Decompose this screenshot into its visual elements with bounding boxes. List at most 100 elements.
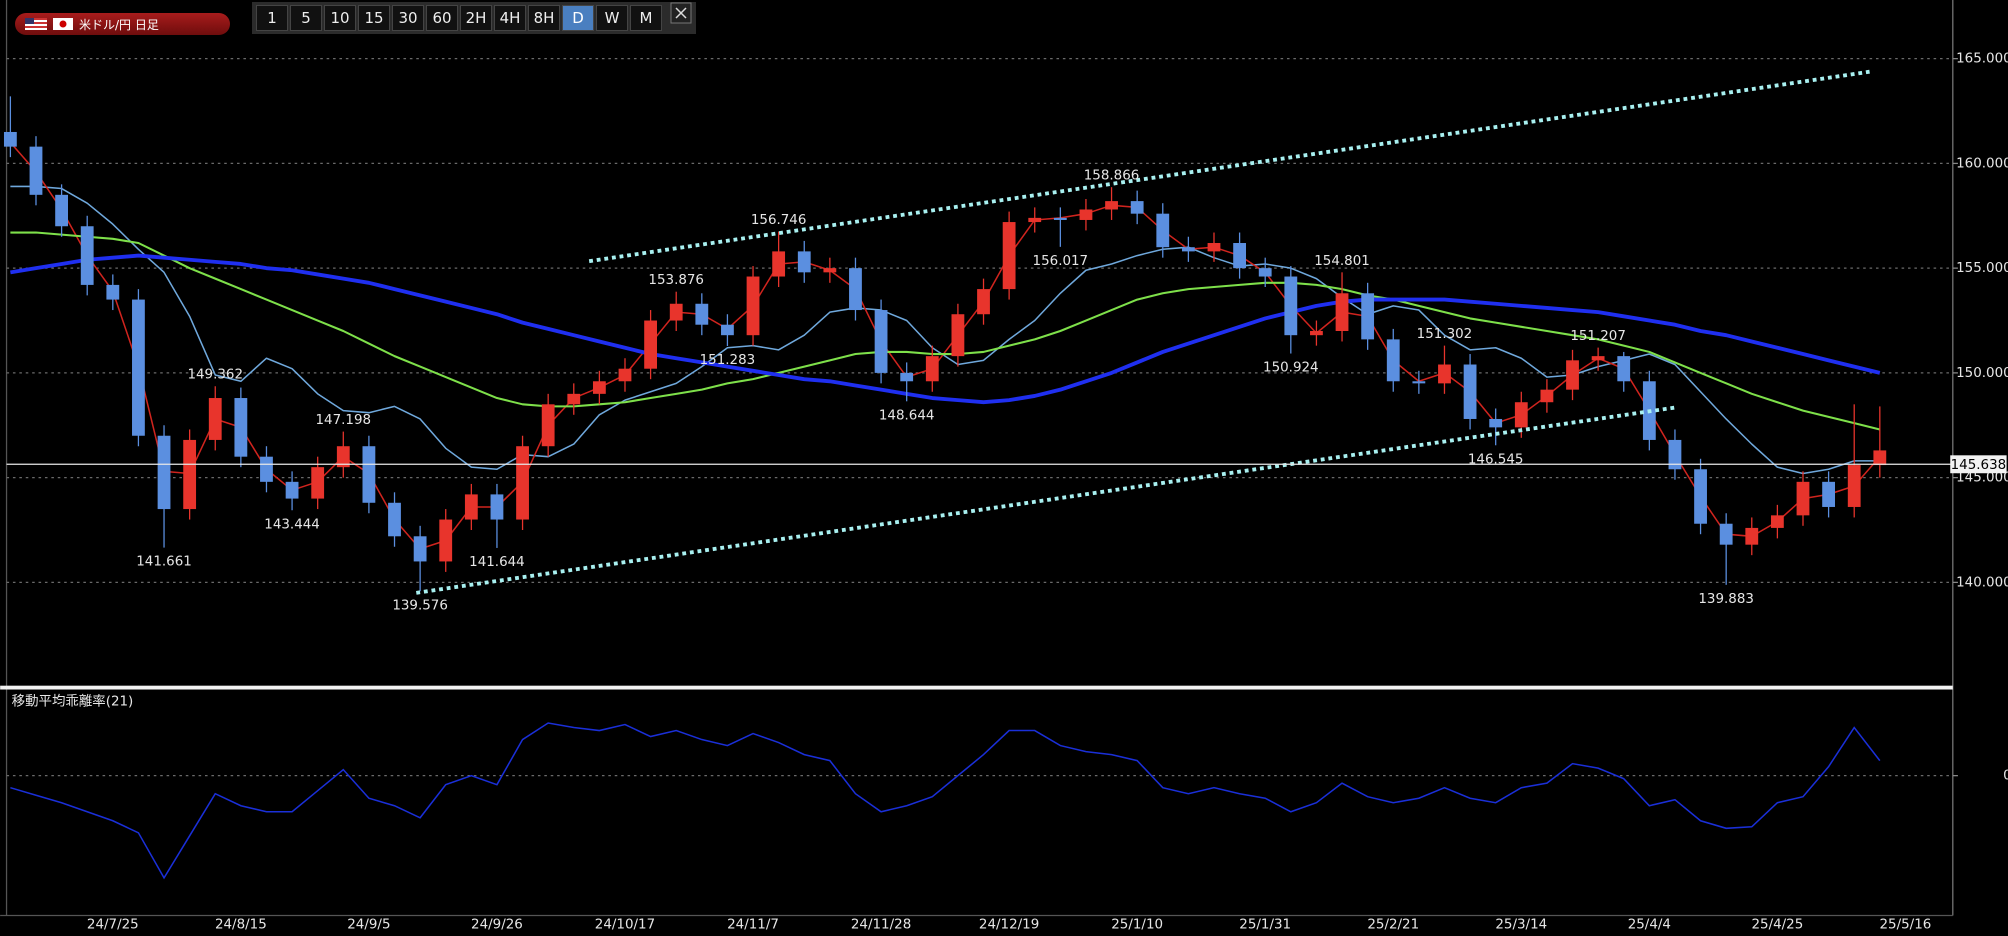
timeframe-toolbar: 1 5 10 15 30 60 2H 4H 8H D W M <box>252 2 696 34</box>
candle-body <box>772 251 786 277</box>
candle-body <box>1028 217 1042 223</box>
x-tick-label: 24/8/15 <box>215 917 267 932</box>
peak-label: 149.362 <box>187 368 243 383</box>
candle-body <box>80 226 94 285</box>
trend-line-lower <box>415 405 1678 595</box>
candle-body <box>1514 402 1528 428</box>
candle-body <box>1310 330 1323 336</box>
candle-body <box>388 502 401 537</box>
candle-body <box>1156 213 1170 248</box>
candle-body <box>797 251 811 273</box>
candle-body <box>490 494 504 520</box>
candle-body <box>1719 523 1733 545</box>
candle-body <box>874 310 888 373</box>
moving-average-line <box>10 231 1881 431</box>
candle-body <box>1181 247 1195 252</box>
peak-label: 151.302 <box>1417 327 1473 342</box>
candle-body <box>977 289 990 315</box>
y-tick-label: 0 <box>2003 769 2008 784</box>
trend-line-upper <box>588 69 1870 264</box>
timeframe-button[interactable]: 30 <box>392 5 424 31</box>
x-tick-label: 24/11/7 <box>727 917 779 932</box>
candle-body <box>183 439 197 510</box>
candle-body <box>644 320 658 369</box>
candle-body <box>1745 527 1759 545</box>
candle-body <box>592 381 606 394</box>
trough-label: 146.545 <box>1468 452 1524 467</box>
y-tick-label: 150.000 <box>1956 366 2008 381</box>
x-tick-label: 24/9/26 <box>471 917 523 932</box>
y-tick-label: 145.000 <box>1956 471 2008 486</box>
trough-label: 143.444 <box>264 517 320 532</box>
x-tick-label: 25/2/21 <box>1367 917 1419 932</box>
candle-body <box>55 194 68 227</box>
timeframe-button[interactable]: D <box>562 5 594 31</box>
candle-body <box>1233 243 1247 269</box>
trough-label: 139.883 <box>1698 592 1754 607</box>
candle-body <box>541 404 555 447</box>
moving-average-line <box>10 253 1881 405</box>
x-tick-label: 25/4/25 <box>1751 917 1803 932</box>
x-tick-label: 25/1/10 <box>1111 917 1163 932</box>
candle-body <box>29 146 43 195</box>
candle-body <box>1463 364 1477 419</box>
candle-body <box>1489 418 1503 428</box>
timeframe-button[interactable]: 2H <box>460 5 492 31</box>
timeframe-button[interactable]: 10 <box>324 5 356 31</box>
timeframe-button[interactable]: 60 <box>426 5 458 31</box>
timeframe-button[interactable]: 8H <box>528 5 560 31</box>
candle-body <box>1284 276 1298 336</box>
candle-body <box>925 356 939 382</box>
candle-body <box>1130 201 1144 214</box>
close-button[interactable] <box>670 2 692 24</box>
candle-body <box>618 368 632 382</box>
candle-body <box>1258 268 1272 277</box>
current-price-label: 145.638 <box>1951 458 2007 473</box>
candle-body <box>336 446 350 468</box>
candle-body <box>1770 515 1784 528</box>
y-tick-label: 160.000 <box>1956 156 2008 171</box>
panel-title: 移動平均乖離率(21) <box>12 694 134 710</box>
candle-body <box>567 393 581 405</box>
timeframe-button[interactable]: 1 <box>256 5 288 31</box>
timeframe-button[interactable]: M <box>630 5 662 31</box>
candle-body <box>1105 201 1118 210</box>
candle-body <box>669 303 683 321</box>
candle-body <box>439 519 453 562</box>
x-tick-label: 24/10/17 <box>595 917 655 932</box>
candle-body <box>1361 293 1375 340</box>
symbol-label: 米ドル/円 日足 <box>79 17 159 32</box>
candle-body <box>464 494 478 520</box>
current-price-box <box>1950 455 2007 474</box>
x-tick-label: 24/12/19 <box>979 917 1039 932</box>
peak-label: 153.876 <box>648 273 704 288</box>
trough-label: 151.283 <box>700 353 756 368</box>
indicator-line <box>10 722 1881 880</box>
jp-flag <box>53 18 73 30</box>
candle-body <box>849 268 862 311</box>
x-tick-label: 24/7/25 <box>87 917 139 932</box>
timeframe-button[interactable]: 4H <box>494 5 526 31</box>
candle-body <box>746 276 760 336</box>
candle-body <box>1335 293 1349 331</box>
candle-body <box>234 398 248 457</box>
y-tick-label: 155.000 <box>1956 261 2008 276</box>
candle-body <box>3 131 17 147</box>
candle-body <box>285 481 299 499</box>
timeframe-button[interactable]: W <box>596 5 628 31</box>
trough-label: 141.661 <box>136 555 192 570</box>
candle-body <box>413 536 427 562</box>
symbol-badge[interactable]: 米ドル/円 日足 <box>15 13 230 35</box>
candle-body <box>1438 364 1451 384</box>
candle-body <box>311 467 325 499</box>
timeframe-button[interactable]: 5 <box>290 5 322 31</box>
candle-body <box>1873 450 1887 466</box>
timeframe-button[interactable]: 15 <box>358 5 390 31</box>
peak-label: 151.207 <box>1570 329 1626 344</box>
candle-body <box>823 268 837 273</box>
peak-label: 154.801 <box>1314 254 1370 269</box>
candle-body <box>1566 360 1579 390</box>
candle-body <box>1386 339 1400 382</box>
